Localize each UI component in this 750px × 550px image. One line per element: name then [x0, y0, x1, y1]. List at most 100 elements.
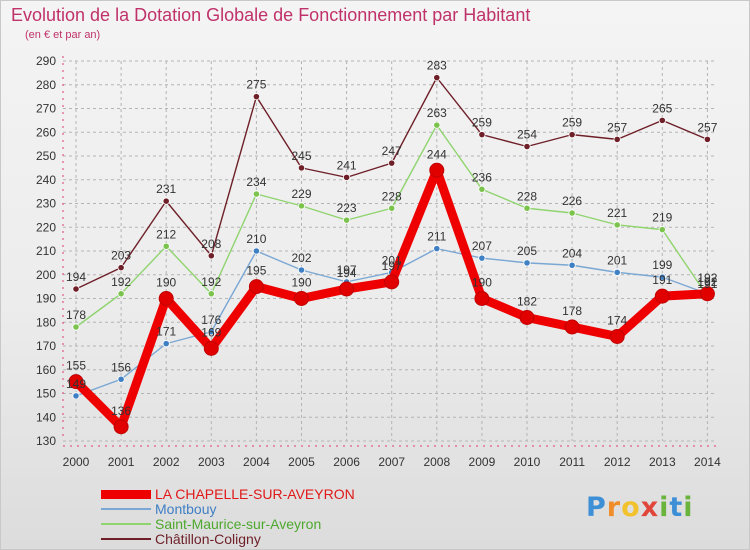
y-tick-label-250: 250: [36, 149, 56, 163]
data-point-montbouy-2013: [658, 273, 666, 281]
data-label-chatillon-coligny-2013: 265: [652, 101, 672, 115]
legend-label-la-chapelle: LA CHAPELLE-SUR-AVEYRON: [155, 486, 355, 502]
data-label-la-chapelle-sur-aveyron-2005: 190: [291, 276, 311, 290]
data-point-la-chapelle-sur-aveyron-2005: [294, 291, 309, 306]
data-point-la-chapelle-sur-aveyron-2013: [654, 288, 670, 304]
legend-swatch-la-chapelle: [101, 489, 151, 499]
x-tick-label-2009: 2009: [469, 455, 496, 469]
data-label-saint-maurice-sur-aveyron-2000: 178: [66, 308, 86, 322]
y-tick-label-210: 210: [36, 244, 56, 258]
y-tick-label-140: 140: [36, 410, 56, 424]
data-label-saint-maurice-sur-aveyron-2002: 212: [156, 227, 176, 241]
y-tick-label-180: 180: [36, 315, 56, 329]
data-label-chatillon-coligny-2001: 203: [111, 249, 131, 263]
data-point-montbouy-2011: [568, 261, 576, 269]
data-label-la-chapelle-sur-aveyron-2012: 174: [607, 314, 627, 328]
proxiti-logo: Proxiti: [586, 492, 694, 523]
data-point-chatillon-coligny-2008: [433, 74, 441, 82]
data-point-saint-maurice-sur-aveyron-2005: [297, 202, 306, 210]
data-label-montbouy-2012: 201: [607, 253, 627, 267]
data-point-montbouy-2008: [433, 245, 441, 253]
data-label-montbouy-2013: 199: [652, 258, 672, 272]
data-point-chatillon-coligny-2001: [117, 264, 125, 272]
legend-label-chatillon: Châtillon-Coligny: [155, 531, 261, 547]
data-point-la-chapelle-sur-aveyron-2006: [339, 281, 355, 297]
chart-title: Evolution de la Dotation Globale de Fonc…: [11, 5, 531, 25]
data-point-chatillon-coligny-2002: [162, 197, 170, 205]
data-point-saint-maurice-sur-aveyron-2003: [207, 290, 215, 298]
data-label-la-chapelle-sur-aveyron-2007: 197: [382, 259, 402, 273]
x-tick-label-2011: 2011: [559, 455, 585, 469]
data-point-la-chapelle-sur-aveyron-2004: [248, 279, 264, 295]
data-point-chatillon-coligny-2006: [342, 173, 351, 181]
data-point-chatillon-coligny-2005: [297, 164, 306, 172]
data-point-saint-maurice-sur-aveyron-2007: [388, 204, 396, 212]
data-label-saint-maurice-sur-aveyron-2003: 192: [201, 275, 221, 289]
data-label-saint-maurice-sur-aveyron-2005: 229: [291, 187, 311, 201]
data-label-montbouy-2007: 201: [382, 253, 402, 267]
data-point-la-chapelle-sur-aveyron-2009: [474, 291, 490, 306]
data-label-montbouy-2014: 192: [697, 275, 717, 289]
data-point-la-chapelle-sur-aveyron-2000: [68, 374, 84, 390]
data-label-saint-maurice-sur-aveyron-2007: 228: [382, 189, 402, 203]
data-point-chatillon-coligny-2004: [252, 93, 260, 101]
x-tick-label-2007: 2007: [378, 455, 405, 469]
data-point-montbouy-2009: [478, 254, 486, 262]
data-point-la-chapelle-sur-aveyron-2008: [429, 162, 445, 178]
data-label-la-chapelle-sur-aveyron-2011: 178: [562, 304, 582, 318]
y-tick-label-130: 130: [36, 434, 56, 448]
x-tick-label-2001: 2001: [108, 455, 135, 469]
data-label-chatillon-coligny-2007: 247: [382, 144, 402, 158]
data-point-chatillon-coligny-2009: [478, 131, 486, 139]
data-label-chatillon-coligny-2004: 275: [246, 78, 266, 92]
data-label-montbouy-2003: 176: [201, 313, 221, 327]
data-point-la-chapelle-sur-aveyron-2011: [564, 319, 580, 335]
y-tick-label-150: 150: [36, 387, 56, 401]
x-tick-label-2005: 2005: [288, 455, 315, 469]
legend-item-chatillon: Châtillon-Coligny: [101, 531, 261, 547]
data-label-montbouy-2001: 156: [111, 360, 131, 374]
x-tick-label-2010: 2010: [514, 455, 541, 469]
legend-item-la-chapelle: LA CHAPELLE-SUR-AVEYRON: [101, 486, 355, 502]
data-point-chatillon-coligny-2014: [703, 135, 712, 143]
data-label-la-chapelle-sur-aveyron-2013: 191: [652, 273, 672, 287]
legend-swatch-montbouy: [101, 508, 151, 510]
data-label-chatillon-coligny-2009: 259: [472, 116, 492, 130]
data-point-montbouy-2004: [252, 247, 260, 255]
data-label-chatillon-coligny-2010: 254: [517, 128, 537, 142]
data-point-montbouy-2000: [72, 392, 80, 400]
y-tick-label-200: 200: [36, 268, 56, 282]
data-label-chatillon-coligny-2006: 241: [337, 158, 357, 172]
data-label-la-chapelle-sur-aveyron-2009: 190: [472, 276, 492, 290]
data-label-montbouy-2011: 204: [562, 246, 582, 260]
y-tick-label-170: 170: [36, 339, 56, 353]
data-label-saint-maurice-sur-aveyron-2010: 228: [517, 189, 537, 203]
data-label-la-chapelle-sur-aveyron-2014: 192: [697, 271, 717, 285]
data-point-montbouy-2001: [117, 375, 125, 383]
x-tick-label-2004: 2004: [243, 455, 270, 469]
legend-swatch-saint-maurice: [101, 523, 151, 525]
data-point-saint-maurice-sur-aveyron-2004: [252, 190, 260, 198]
data-label-montbouy-2000: 149: [66, 377, 86, 391]
data-point-chatillon-coligny-2003: [207, 252, 215, 260]
data-point-montbouy-2010: [523, 259, 531, 267]
legend-label-saint-maurice: Saint-Maurice-sur-Aveyron: [155, 516, 322, 532]
data-label-montbouy-2008: 211: [427, 230, 446, 244]
data-point-la-chapelle-sur-aveyron-2010: [519, 310, 535, 325]
x-tick-label-2002: 2002: [153, 455, 180, 469]
data-point-saint-maurice-sur-aveyron-2012: [613, 221, 621, 229]
data-label-la-chapelle-sur-aveyron-2010: 182: [517, 295, 537, 309]
data-label-saint-maurice-sur-aveyron-2013: 219: [652, 211, 672, 225]
x-tick-label-2012: 2012: [604, 455, 631, 469]
data-label-la-chapelle-sur-aveyron-2002: 190: [156, 276, 176, 290]
data-point-montbouy-2003: [207, 328, 215, 336]
data-point-la-chapelle-sur-aveyron-2014: [699, 286, 715, 302]
data-point-saint-maurice-sur-aveyron-2001: [117, 290, 125, 298]
y-tick-label-260: 260: [36, 125, 56, 139]
legend-swatch-chatillon: [101, 538, 151, 540]
data-point-saint-maurice-sur-aveyron-2000: [72, 323, 80, 331]
data-point-chatillon-coligny-2011: [568, 131, 576, 139]
data-point-la-chapelle-sur-aveyron-2007: [384, 274, 400, 290]
data-label-montbouy-2002: 171: [156, 325, 176, 339]
x-tick-label-2008: 2008: [423, 455, 450, 469]
